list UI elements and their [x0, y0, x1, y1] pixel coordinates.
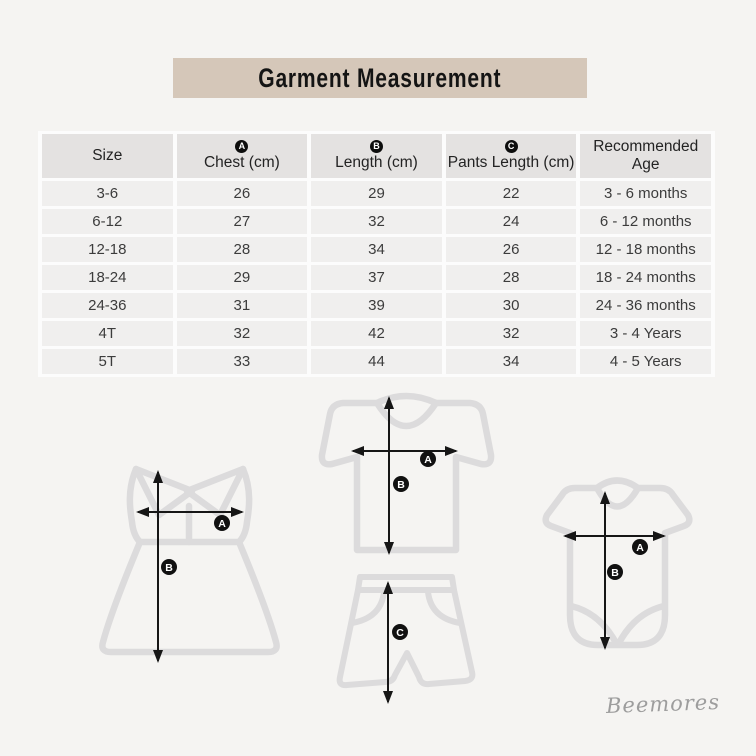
table-cell-pants: 32 [445, 321, 577, 346]
marker-a-letter: A [218, 518, 226, 530]
table-cell-size: 24-36 [42, 293, 173, 318]
marker-b-icon [607, 564, 623, 580]
table-cell-pants: 24 [445, 209, 577, 234]
table-cell-length: 39 [311, 293, 442, 318]
table-cell-pants: 28 [445, 265, 577, 290]
table-cell-size: 6-12 [42, 209, 173, 234]
table-cell-age: 4 - 5 Years [580, 349, 711, 374]
table-cell-length: 42 [311, 321, 442, 346]
col-header-pants-length: C Pants Length (cm) [445, 134, 577, 178]
table-cell-size: 5T [42, 349, 173, 374]
marker-b-letter: B [397, 479, 405, 491]
shorts-diagram: C [336, 574, 476, 704]
col-label: Pants Length (cm) [447, 154, 575, 172]
table-cell-chest: 29 [176, 265, 308, 290]
marker-a-letter: A [636, 542, 644, 554]
page-title: Garment Measurement [258, 62, 502, 93]
marker-a-letter: A [424, 454, 432, 466]
table-row: 18-24 29 37 28 18 - 24 months [42, 265, 711, 290]
marker-b-letter: B [611, 567, 619, 579]
col-header-length: B Length (cm) [311, 134, 442, 178]
table-cell-length: 44 [311, 349, 442, 374]
table-cell-pants: 22 [445, 181, 577, 206]
size-table: Size A Chest (cm) B Length (cm) [38, 131, 715, 377]
table-cell-pants: 26 [445, 237, 577, 262]
table-cell-pants: 34 [445, 349, 577, 374]
table-cell-chest: 32 [176, 321, 308, 346]
table-cell-length: 37 [311, 265, 442, 290]
marker-c-icon [392, 624, 408, 640]
marker-a-icon [632, 539, 648, 555]
dress-diagram: A B [99, 465, 280, 663]
col-header-recommended-age: Recommended Age [580, 134, 711, 178]
table-cell-chest: 28 [176, 237, 308, 262]
table-row: 12-18 28 34 26 12 - 18 months [42, 237, 711, 262]
table-cell-age: 12 - 18 months [580, 237, 711, 262]
size-chart: Size A Chest (cm) B Length (cm) [38, 131, 715, 377]
table-row: 24-36 31 39 30 24 - 36 months [42, 293, 711, 318]
table-cell-size: 3-6 [42, 181, 173, 206]
marker-a-icon [214, 515, 230, 531]
table-cell-size: 12-18 [42, 237, 173, 262]
table-cell-chest: 31 [176, 293, 308, 318]
marker-a-badge: A [235, 140, 249, 154]
table-cell-chest: 27 [176, 209, 308, 234]
marker-b-letter: B [165, 562, 173, 574]
col-label: Recommended Age [593, 138, 699, 173]
title-banner: Garment Measurement [173, 58, 587, 98]
brand-signature: Beemores [605, 690, 721, 718]
table-cell-pants: 30 [445, 293, 577, 318]
table-cell-age: 24 - 36 months [580, 293, 711, 318]
tshirt-diagram: A B [318, 392, 495, 555]
table-cell-size: 18-24 [42, 265, 173, 290]
size-table-body: 3-6 26 29 22 3 - 6 months 6-12 27 32 24 6 - 12 mo… [42, 181, 711, 374]
bodysuit-diagram: A B [542, 477, 693, 650]
table-cell-chest: 26 [176, 181, 308, 206]
bodysuit-outline [542, 477, 693, 649]
table-cell-age: 6 - 12 months [580, 209, 711, 234]
table-cell-length: 29 [311, 181, 442, 206]
marker-b-icon [393, 476, 409, 492]
col-header-size: Size [42, 134, 173, 178]
marker-b-badge: B [369, 140, 383, 154]
table-cell-chest: 33 [176, 349, 308, 374]
col-label: Length (cm) [335, 154, 418, 172]
table-cell-age: 3 - 4 Years [580, 321, 711, 346]
table-row: 3-6 26 29 22 3 - 6 months [42, 181, 711, 206]
size-table-head: Size A Chest (cm) B Length (cm) [42, 134, 711, 178]
table-cell-length: 34 [311, 237, 442, 262]
col-header-chest: A Chest (cm) [176, 134, 308, 178]
table-cell-size: 4T [42, 321, 173, 346]
table-cell-length: 32 [311, 209, 442, 234]
header-row: Size A Chest (cm) B Length (cm) [42, 134, 711, 178]
table-cell-age: 3 - 6 months [580, 181, 711, 206]
col-label: Chest (cm) [203, 154, 280, 172]
marker-c-letter: C [396, 627, 404, 639]
col-label: Size [92, 147, 123, 165]
table-row: 6-12 27 32 24 6 - 12 months [42, 209, 711, 234]
dress-outline [99, 465, 280, 656]
marker-b-icon [161, 559, 177, 575]
marker-a-icon [420, 451, 436, 467]
table-row: 5T 33 44 34 4 - 5 Years [42, 349, 711, 374]
table-cell-age: 18 - 24 months [580, 265, 711, 290]
table-row: 4T 32 42 32 3 - 4 Years [42, 321, 711, 346]
tshirt-outline [318, 392, 495, 554]
marker-c-badge: C [504, 140, 518, 154]
